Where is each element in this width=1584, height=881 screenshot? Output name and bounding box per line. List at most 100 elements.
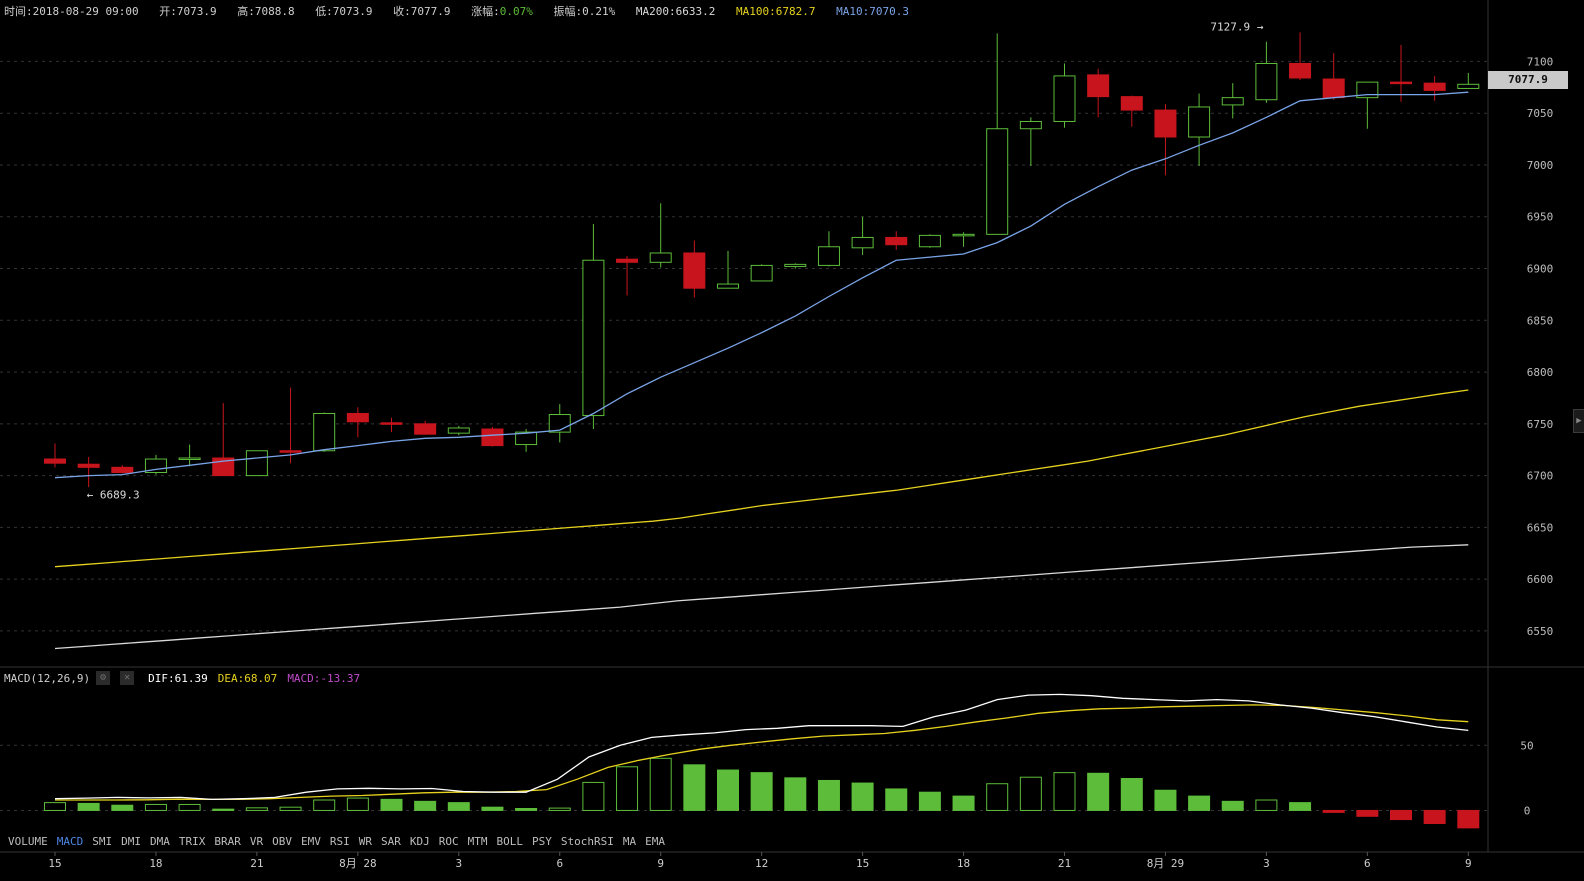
candle-up (750, 264, 773, 282)
macd-bar (346, 797, 369, 811)
candle-up (515, 429, 538, 452)
candle-body (1255, 62, 1278, 101)
time-tick-label: 3 (455, 857, 462, 870)
candle-down (1087, 68, 1110, 118)
time-tick-label: 6 (556, 857, 563, 870)
macd-bar (1221, 800, 1244, 811)
candle-up (717, 250, 739, 289)
tab-smi[interactable]: SMI (92, 835, 113, 848)
candle-body (649, 252, 672, 263)
tab-sar[interactable]: SAR (381, 835, 401, 848)
candle-down (77, 456, 100, 488)
candle-up (1221, 83, 1244, 119)
candle-body (885, 236, 908, 246)
amplitude-readout: 振幅:0.21% (553, 5, 616, 18)
candle-body (313, 412, 336, 452)
macd-bar (1322, 809, 1345, 813)
candle-up (1188, 93, 1211, 167)
time-tick-label: 8月 28 (339, 857, 377, 870)
tab-brar[interactable]: BRAR (214, 835, 241, 848)
tab-emv[interactable]: EMV (301, 835, 321, 848)
ma100-line (54, 389, 1469, 568)
close-icon[interactable]: ✕ (120, 671, 135, 685)
macd-bar (717, 769, 739, 811)
candle-body (1120, 96, 1143, 111)
macd-bar (1457, 809, 1480, 829)
macd-bar (918, 791, 941, 811)
tab-mtm[interactable]: MTM (467, 835, 488, 848)
ma10-line-group (54, 91, 1469, 479)
tab-trix[interactable]: TRIX (178, 835, 206, 848)
macd-panel: 0 50 (0, 693, 1534, 829)
tab-ema[interactable]: EMA (645, 835, 665, 848)
candle-up (952, 232, 975, 247)
candle-body (44, 458, 66, 464)
candles-group (44, 32, 1480, 488)
macd-bar (952, 795, 975, 811)
macd-bar (313, 799, 336, 811)
candle-body (1356, 81, 1379, 99)
candle-body (784, 263, 807, 267)
low-annotation: ← 6689.3 (87, 489, 140, 502)
tab-ma[interactable]: MA (622, 835, 637, 848)
candle-up (313, 412, 336, 452)
candle-body (1087, 74, 1110, 98)
macd-bar (1019, 776, 1042, 811)
tab-stochrsi[interactable]: StochRSI (560, 835, 614, 848)
macd-bar (111, 804, 134, 811)
tab-dmi[interactable]: DMI (121, 835, 141, 848)
macd-bar (986, 783, 1009, 811)
high-annotation: 7127.9 → (1210, 21, 1263, 34)
price-tick-label: 6950 (1527, 211, 1554, 224)
macd-bar (1423, 809, 1446, 824)
tab-roc[interactable]: ROC (438, 835, 459, 848)
candle-down (1120, 95, 1143, 127)
candle-body (1289, 62, 1312, 79)
tab-psy[interactable]: PSY (532, 835, 552, 848)
macd-bar (1390, 809, 1412, 821)
tab-obv[interactable]: OBV (272, 835, 292, 848)
collapse-panel-handle[interactable]: ▶ (1573, 409, 1584, 433)
candle-down (346, 407, 369, 438)
time-tick-label: 9 (657, 857, 664, 870)
candle-down (380, 417, 403, 433)
time-tick-label: 8月 29 (1147, 857, 1185, 870)
time-tick-label: 12 (755, 857, 768, 870)
macd-bar (245, 807, 268, 811)
tab-kdj[interactable]: KDJ (409, 835, 430, 848)
time-tick-label: 3 (1263, 857, 1270, 870)
tab-macd[interactable]: MACD (56, 835, 84, 848)
macd-bar (1154, 789, 1177, 811)
candle-body (851, 236, 874, 249)
ma100-line-group (54, 389, 1469, 568)
macd-bar (77, 802, 100, 811)
tab-boll[interactable]: BOLL (496, 835, 524, 848)
time-readout: 时间:2018-08-29 09:00 (4, 5, 139, 18)
candle-down (111, 465, 134, 474)
macd-header: MACD(12,26,9) ⚙ ✕ DIF:61.39 DEA:68.07 MA… (4, 671, 370, 685)
tab-dma[interactable]: DMA (150, 835, 170, 848)
candle-body (918, 234, 941, 248)
candle-down (885, 231, 908, 250)
tab-rsi[interactable]: RSI (329, 835, 350, 848)
chevron-right-icon: ▶ (1576, 416, 1582, 426)
candle-up (918, 234, 941, 248)
tab-wr[interactable]: WR (358, 835, 372, 848)
candle-down (1322, 53, 1345, 100)
gear-icon[interactable]: ⚙ (96, 671, 111, 685)
tab-vr[interactable]: VR (249, 835, 264, 848)
price-tick-label: 6800 (1527, 366, 1554, 379)
candle-body (111, 466, 134, 474)
candle-up (986, 33, 1009, 235)
change-readout: 涨幅:0.07% (471, 5, 533, 18)
ma10-readout: MA10:7070.3 (836, 5, 909, 18)
time-tick-label: 21 (1058, 857, 1071, 870)
tab-volume[interactable]: VOLUME (8, 835, 48, 848)
macd-bar (582, 781, 605, 811)
dea-line (55, 704, 1469, 801)
candle-body (717, 283, 739, 289)
price-tick-label: 6850 (1527, 314, 1554, 327)
candle-up (649, 203, 672, 268)
candle-body (1154, 109, 1177, 138)
